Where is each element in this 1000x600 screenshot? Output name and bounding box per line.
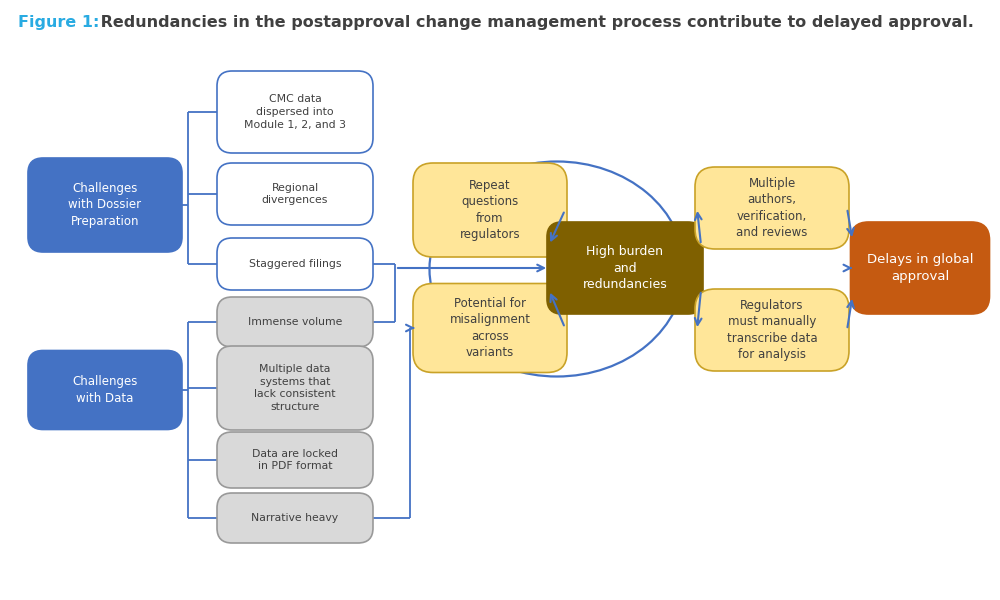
FancyBboxPatch shape: [695, 289, 849, 371]
FancyBboxPatch shape: [217, 346, 373, 430]
FancyBboxPatch shape: [28, 158, 182, 252]
Text: Multiple data
systems that
lack consistent
structure: Multiple data systems that lack consiste…: [254, 364, 336, 412]
Text: Figure 1:: Figure 1:: [18, 14, 99, 29]
FancyBboxPatch shape: [413, 283, 567, 373]
FancyBboxPatch shape: [217, 238, 373, 290]
Text: Repeat
questions
from
regulators: Repeat questions from regulators: [460, 179, 520, 241]
FancyBboxPatch shape: [217, 493, 373, 543]
FancyBboxPatch shape: [217, 71, 373, 153]
Text: Redundancies in the postapproval change management process contribute to delayed: Redundancies in the postapproval change …: [95, 14, 974, 29]
Text: High burden
and
redundancies: High burden and redundancies: [583, 245, 667, 291]
Text: Regulators
must manually
transcribe data
for analysis: Regulators must manually transcribe data…: [727, 299, 817, 361]
Text: CMC data
dispersed into
Module 1, 2, and 3: CMC data dispersed into Module 1, 2, and…: [244, 94, 346, 130]
Text: Narrative heavy: Narrative heavy: [251, 513, 339, 523]
FancyBboxPatch shape: [217, 432, 373, 488]
Text: Challenges
with Data: Challenges with Data: [72, 375, 138, 405]
FancyBboxPatch shape: [28, 350, 182, 430]
FancyBboxPatch shape: [850, 222, 990, 314]
FancyBboxPatch shape: [217, 163, 373, 225]
Text: Challenges
with Dossier
Preparation: Challenges with Dossier Preparation: [68, 182, 142, 228]
Text: Regional
divergences: Regional divergences: [262, 182, 328, 205]
Text: Multiple
authors,
verification,
and reviews: Multiple authors, verification, and revi…: [736, 177, 808, 239]
FancyBboxPatch shape: [413, 163, 567, 257]
Text: Potential for
misalignment
across
variants: Potential for misalignment across varian…: [450, 297, 530, 359]
Text: Delays in global
approval: Delays in global approval: [867, 253, 973, 283]
FancyBboxPatch shape: [695, 167, 849, 249]
FancyBboxPatch shape: [547, 222, 703, 314]
Text: Data are locked
in PDF format: Data are locked in PDF format: [252, 449, 338, 472]
Text: Immense volume: Immense volume: [248, 317, 342, 327]
Text: Staggered filings: Staggered filings: [249, 259, 341, 269]
FancyBboxPatch shape: [217, 297, 373, 347]
